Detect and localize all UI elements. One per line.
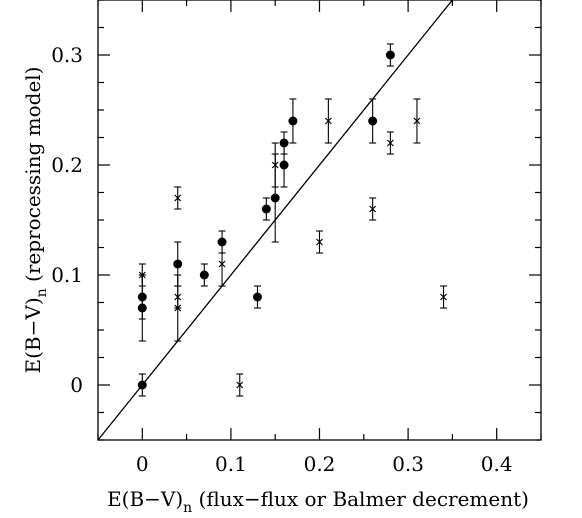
cross-marker bbox=[440, 293, 447, 301]
data-point bbox=[138, 263, 146, 287]
data-point bbox=[236, 373, 244, 397]
data-point bbox=[288, 98, 298, 144]
y-tick-label: 0.1 bbox=[51, 263, 83, 287]
data-point bbox=[413, 98, 421, 144]
data-point bbox=[316, 230, 323, 254]
data-point bbox=[385, 43, 395, 67]
circle-marker bbox=[288, 116, 298, 126]
cross-marker bbox=[174, 194, 182, 202]
y-tick-label: 0.2 bbox=[51, 153, 83, 177]
cross-marker bbox=[138, 271, 146, 279]
data-point bbox=[369, 197, 377, 221]
cross-marker bbox=[386, 139, 394, 147]
circle-marker bbox=[137, 380, 147, 390]
y-tick-label: 0 bbox=[70, 373, 83, 397]
data-point bbox=[174, 274, 182, 342]
circle-marker bbox=[385, 50, 395, 60]
x-tick-label: 0 bbox=[136, 452, 149, 476]
data-points bbox=[137, 43, 448, 397]
x-tick-label: 0.3 bbox=[392, 452, 424, 476]
circle-marker bbox=[368, 116, 378, 126]
data-point bbox=[440, 285, 448, 309]
data-point bbox=[261, 197, 271, 221]
tick-labels: 0 0.1 0.2 0.3 0.4 0 0.1 0.2 0.3 bbox=[51, 43, 512, 476]
circle-marker bbox=[137, 292, 147, 302]
data-point bbox=[218, 241, 226, 287]
data-point bbox=[271, 142, 279, 188]
x-tick-label: 0.4 bbox=[481, 452, 513, 476]
data-point bbox=[252, 285, 262, 309]
cross-marker bbox=[218, 260, 226, 268]
circle-marker bbox=[279, 160, 289, 170]
cross-marker bbox=[324, 117, 332, 125]
cross-marker bbox=[236, 381, 244, 389]
cross-marker bbox=[413, 117, 421, 125]
circle-marker bbox=[261, 204, 271, 214]
circle-marker bbox=[199, 270, 209, 280]
data-point bbox=[386, 131, 394, 155]
axis-ticks bbox=[97, 0, 542, 441]
circle-marker bbox=[279, 138, 289, 148]
y-axis-label: E(B−V)n (reprocessing model) bbox=[21, 67, 50, 374]
x-axis-label: E(B−V)n (flux−flux or Balmer decrement) bbox=[107, 487, 529, 516]
plot-frame bbox=[97, 0, 542, 441]
cross-marker bbox=[174, 304, 182, 312]
data-point bbox=[368, 98, 378, 144]
data-point bbox=[279, 131, 289, 155]
circle-marker bbox=[252, 292, 262, 302]
circle-marker bbox=[173, 259, 183, 269]
circle-marker bbox=[270, 193, 280, 203]
data-point bbox=[324, 98, 332, 144]
cross-marker bbox=[369, 205, 377, 213]
data-point bbox=[174, 186, 182, 210]
data-point bbox=[199, 263, 209, 287]
cross-marker bbox=[316, 238, 323, 246]
cross-marker bbox=[271, 161, 279, 169]
data-point bbox=[137, 373, 147, 397]
x-tick-label: 0.1 bbox=[215, 452, 247, 476]
x-tick-label: 0.2 bbox=[304, 452, 336, 476]
y-tick-label: 0.3 bbox=[51, 43, 83, 67]
